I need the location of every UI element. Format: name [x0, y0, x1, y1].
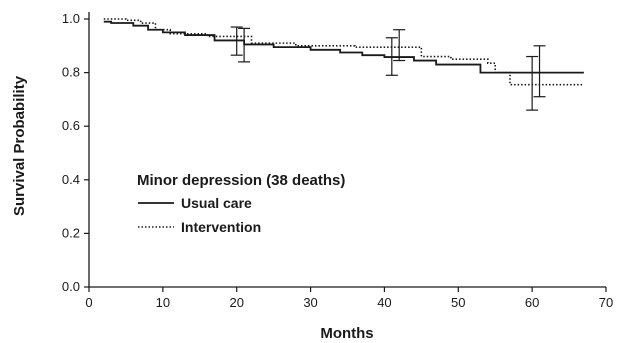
y-tick-label: 0.0 — [62, 279, 80, 294]
x-tick-label: 50 — [451, 295, 465, 310]
y-axis-title: Survival Probability — [11, 75, 28, 216]
error-bar-intervention — [533, 45, 546, 98]
legend-label-usual-care: Usual care — [181, 195, 252, 211]
legend-title: Minor depression (38 deaths) — [137, 172, 345, 189]
error-bar-usual-care — [230, 26, 243, 56]
error-bar-intervention — [238, 27, 251, 63]
y-tick-label: 0.8 — [62, 65, 80, 80]
series-layer — [103, 18, 584, 86]
series-line-intervention — [103, 18, 584, 86]
y-ticks: 0.0 0.2 0.4 0.6 0.8 1.0 — [62, 11, 89, 294]
error-bars — [230, 26, 546, 111]
x-tick-label: 70 — [599, 295, 613, 310]
x-tick-label: 0 — [85, 295, 92, 310]
x-tick-label: 10 — [156, 295, 170, 310]
x-ticks: 0 10 20 30 40 50 60 70 — [85, 287, 613, 310]
y-tick-label: 1.0 — [62, 11, 80, 26]
axes: 0 10 20 30 40 50 60 70 0.0 0.2 0.4 0.6 0.8 1.0 — [62, 11, 613, 310]
series-line-usual-care — [103, 20, 584, 74]
x-tick-label: 60 — [525, 295, 539, 310]
y-tick-label: 0.6 — [62, 118, 80, 133]
x-axis-title: Months — [320, 325, 373, 342]
x-tick-label: 20 — [229, 295, 243, 310]
error-bar-intervention — [393, 29, 406, 62]
x-tick-label: 30 — [303, 295, 317, 310]
legend-label-intervention: Intervention — [181, 219, 261, 235]
error-bar-usual-care — [385, 37, 398, 76]
y-tick-label: 0.2 — [62, 225, 80, 240]
legend: Minor depression (38 deaths) Usual care … — [137, 172, 345, 235]
x-tick-label: 40 — [377, 295, 391, 310]
error-bar-usual-care — [526, 55, 539, 111]
y-tick-label: 0.4 — [62, 172, 80, 187]
